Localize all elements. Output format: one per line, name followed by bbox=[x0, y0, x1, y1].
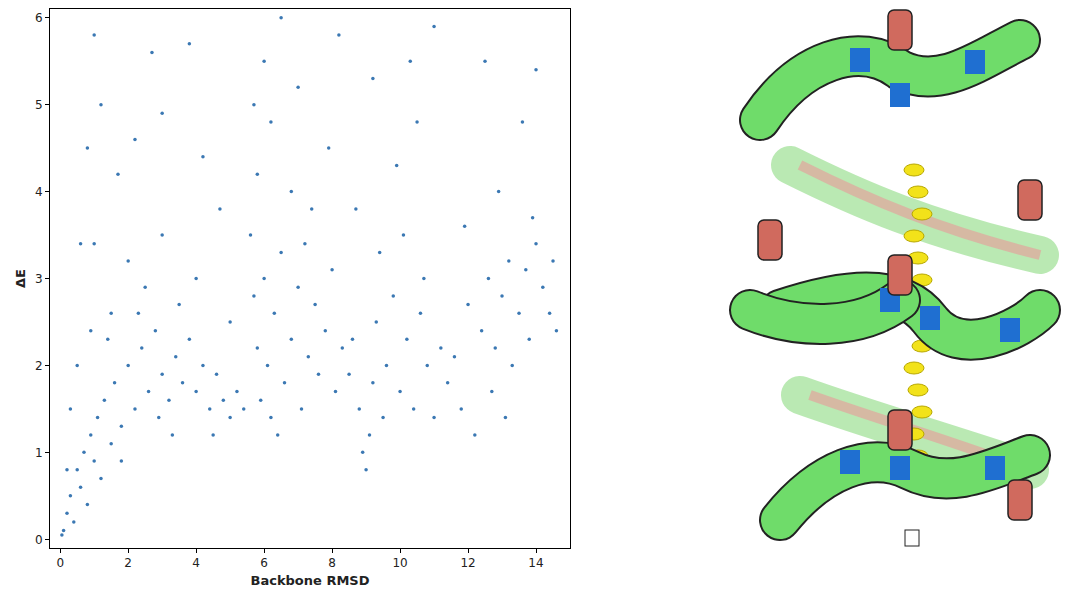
svg-text:Backbone RMSD: Backbone RMSD bbox=[251, 573, 370, 588]
svg-text:2: 2 bbox=[124, 556, 132, 570]
svg-text:0: 0 bbox=[56, 556, 64, 570]
svg-text:1: 1 bbox=[35, 446, 43, 460]
svg-text:6: 6 bbox=[260, 556, 268, 570]
svg-text:4: 4 bbox=[35, 185, 43, 199]
svg-text:0: 0 bbox=[35, 533, 43, 547]
svg-text:3: 3 bbox=[35, 272, 43, 286]
svg-text:ΔE: ΔE bbox=[13, 269, 28, 288]
svg-text:10: 10 bbox=[392, 556, 407, 570]
svg-text:5: 5 bbox=[35, 98, 43, 112]
svg-text:6: 6 bbox=[35, 11, 43, 25]
svg-text:14: 14 bbox=[528, 556, 543, 570]
svg-text:8: 8 bbox=[328, 556, 336, 570]
svg-text:2: 2 bbox=[35, 359, 43, 373]
svg-text:12: 12 bbox=[460, 556, 475, 570]
svg-text:4: 4 bbox=[192, 556, 200, 570]
